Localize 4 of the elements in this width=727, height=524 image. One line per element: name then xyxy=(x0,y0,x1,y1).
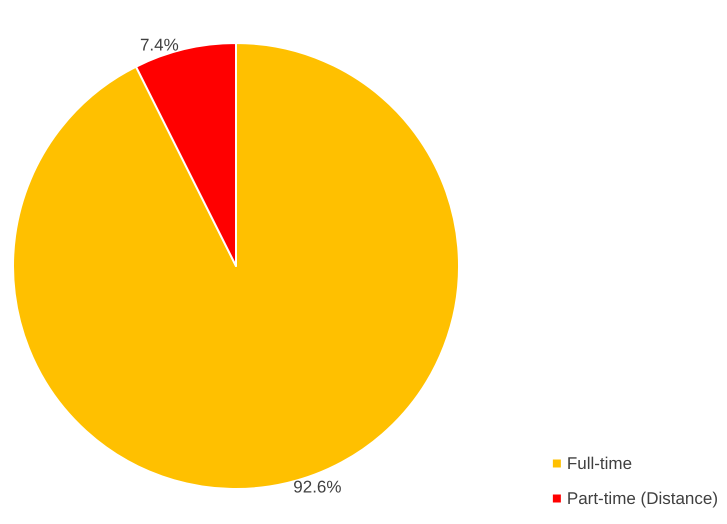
data-label: 92.6% xyxy=(293,477,342,496)
legend-label: Full-time xyxy=(566,454,632,473)
data-label: 7.4% xyxy=(140,36,179,55)
legend-label: Part-time (Distance) xyxy=(566,489,718,508)
